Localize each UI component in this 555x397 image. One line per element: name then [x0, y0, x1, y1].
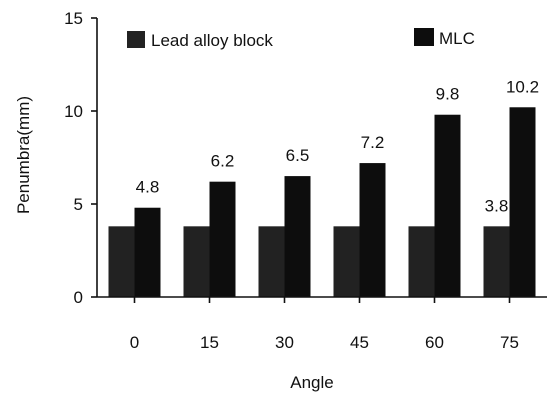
legend: Lead alloy block MLC: [127, 28, 475, 50]
data-label: 3.8: [485, 196, 509, 215]
bar-mlc: [284, 176, 311, 297]
x-tick-label: 30: [275, 333, 294, 352]
x-axis-ticks: 0 15 30 45 60 75: [130, 297, 519, 352]
y-tick-label: 15: [64, 9, 83, 28]
bar-lead-alloy-block: [258, 226, 285, 297]
bar-lead-alloy-block: [333, 226, 360, 297]
data-label: 7.2: [361, 133, 385, 152]
bar-group: [108, 107, 536, 297]
legend-label-mlc: MLC: [439, 29, 475, 48]
data-label: 10.2: [506, 77, 539, 96]
x-tick-label: 60: [425, 333, 444, 352]
y-axis-title: Penumbra(mm): [14, 96, 33, 214]
bar-lead-alloy-block: [183, 226, 210, 297]
bar-lead-alloy-block: [483, 226, 510, 297]
bar-mlc: [209, 181, 236, 297]
y-axis-ticks: 0 5 10 15: [64, 9, 97, 307]
legend-label-lead-alloy-block: Lead alloy block: [151, 31, 273, 50]
x-tick-label: 45: [350, 333, 369, 352]
y-tick-label: 5: [74, 195, 83, 214]
legend-swatch-lead-alloy-block: [127, 31, 145, 48]
x-tick-label: 15: [200, 333, 219, 352]
data-label: 6.5: [286, 146, 310, 165]
bar-mlc: [134, 207, 161, 297]
data-label: 9.8: [436, 85, 460, 104]
x-axis-title: Angle: [290, 373, 333, 392]
legend-swatch-mlc: [414, 28, 434, 46]
x-tick-label: 75: [500, 333, 519, 352]
bar-mlc: [509, 107, 536, 297]
data-label: 4.8: [136, 178, 160, 197]
x-tick-label: 0: [130, 333, 139, 352]
bar-mlc: [434, 114, 461, 297]
bar-lead-alloy-block: [108, 226, 135, 297]
bar-mlc: [359, 163, 386, 297]
data-label: 6.2: [211, 152, 235, 171]
y-tick-label: 0: [74, 288, 83, 307]
bar-lead-alloy-block: [408, 226, 435, 297]
data-label-group: 4.8 6.2 6.5 7.2 9.8 3.8 10.2: [136, 77, 539, 215]
y-tick-label: 10: [64, 102, 83, 121]
